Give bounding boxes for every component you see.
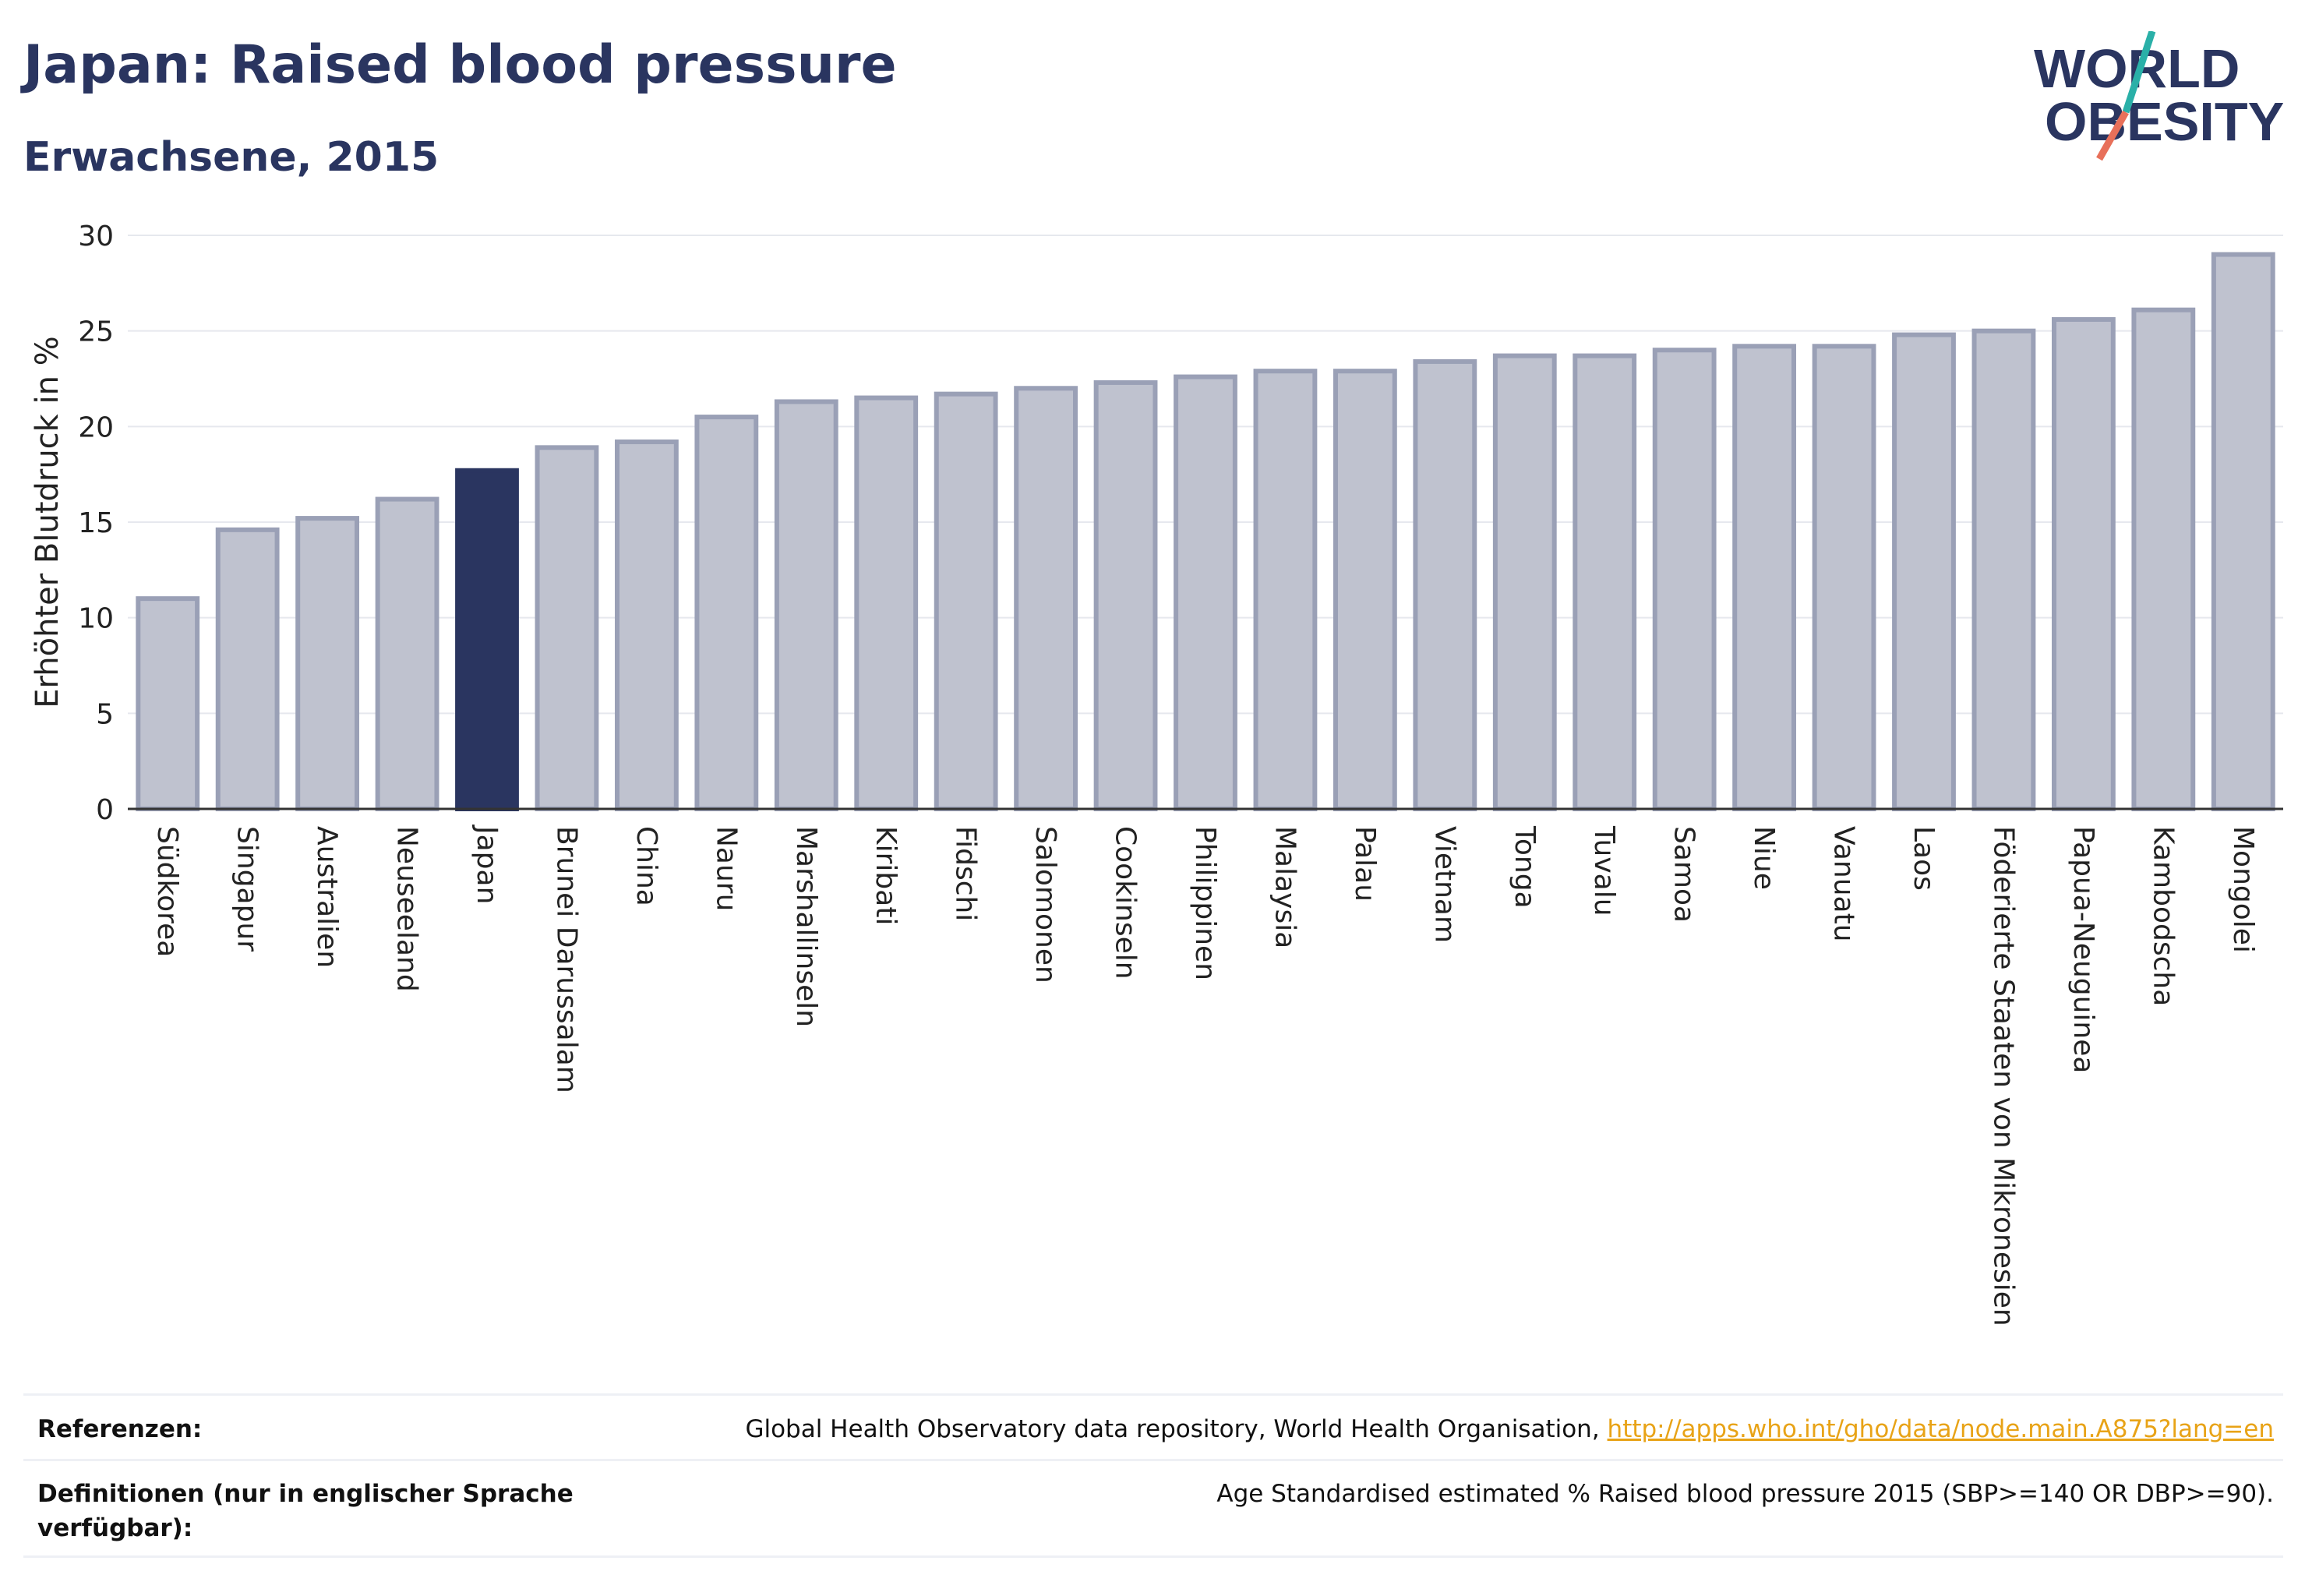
- chart-subtitle: Erwachsene, 2015: [23, 134, 439, 181]
- x-tick-label: Laos: [1908, 826, 1940, 891]
- x-tick-label: Fidschi: [950, 826, 982, 921]
- bar: [1892, 332, 1956, 812]
- bar: [1492, 353, 1557, 811]
- x-tick-label: Palau: [1349, 826, 1381, 902]
- y-tick-label: 25: [78, 316, 114, 348]
- x-tick-label: Philippinen: [1189, 826, 1221, 980]
- bar: [2211, 252, 2275, 811]
- x-tick-label: Salomonen: [1029, 826, 1061, 983]
- x-tick-label: Vanuatu: [1828, 826, 1860, 942]
- definitions-label: Definitionen (nur in englischer Sprache …: [37, 1480, 574, 1542]
- y-axis-label: Erhöhter Blutdruck in %: [30, 336, 65, 708]
- x-tick-label: Samoa: [1668, 826, 1700, 923]
- x-tick-label: Südkorea: [151, 826, 183, 957]
- x-tick-label: Singapur: [231, 826, 263, 952]
- bar: [375, 496, 439, 811]
- y-tick-label: 5: [96, 698, 114, 730]
- x-tick-label: Föderierte Staaten von Mikronesien: [1987, 826, 2019, 1326]
- x-tick-label: Nauru: [710, 826, 742, 911]
- x-tick-label: Niue: [1748, 826, 1780, 890]
- x-tick-label: Tuvalu: [1588, 825, 1620, 916]
- bar: [1812, 344, 1876, 811]
- x-tick-label: Papua-Neuguinea: [2067, 826, 2099, 1073]
- x-tick-label: Neuseeland: [391, 826, 423, 992]
- x-tick-label: Japan: [471, 824, 503, 904]
- bar: [1174, 374, 1237, 811]
- footer-divider-middle: [23, 1459, 2283, 1461]
- bar: [1732, 344, 1797, 811]
- references-source: Global Health Observatory data repositor…: [745, 1415, 1608, 1443]
- bar: [1253, 369, 1318, 812]
- x-tick-label: Marshallinseln: [790, 826, 822, 1027]
- definitions-text: Age Standardised estimated % Raised bloo…: [1216, 1480, 2274, 1508]
- y-tick-label: 0: [96, 794, 114, 826]
- chart-title: Japan: Raised blood pressure: [23, 34, 897, 96]
- x-tick-label: Kiribati: [870, 826, 902, 925]
- x-tick-label: Malaysia: [1269, 826, 1301, 948]
- y-tick-label: 30: [78, 221, 114, 252]
- x-tick-label: Mongolei: [2227, 826, 2259, 953]
- bar: [614, 439, 679, 812]
- bar: [215, 527, 280, 812]
- logo-line2: OBESITY: [2045, 91, 2283, 152]
- bar: [854, 395, 919, 811]
- bar: [1333, 369, 1397, 812]
- logo-slash-bottom: [2096, 110, 2129, 161]
- x-tick-label: Australien: [311, 826, 343, 968]
- x-tick-label: Vietnam: [1428, 826, 1460, 943]
- bar: [774, 399, 838, 811]
- y-tick-label: 20: [78, 411, 114, 443]
- bar: [1093, 380, 1158, 811]
- bar-chart: 0 5 10 15 20 25 30 Erhöhter Blutdruck in % Südko…: [30, 221, 2283, 1326]
- logo-slash-top: [2122, 31, 2156, 114]
- x-tick-label: China: [630, 826, 662, 906]
- footer-divider-top: [23, 1393, 2283, 1396]
- x-tick-label: Brunei Darussalam: [550, 826, 582, 1093]
- footer-divider-bottom: [23, 1555, 2283, 1558]
- references-text: Global Health Observatory data repositor…: [745, 1412, 2274, 1446]
- bar: [455, 468, 519, 811]
- bar: [2131, 307, 2196, 811]
- bar: [1573, 353, 1637, 811]
- bar: [2051, 316, 2116, 811]
- bar: [1014, 386, 1078, 811]
- references-label: Referenzen:: [37, 1415, 203, 1443]
- bar: [1971, 328, 2036, 811]
- bar: [1413, 358, 1477, 812]
- x-tick-label: Kambodscha: [2147, 826, 2179, 1006]
- bar: [694, 415, 759, 811]
- y-tick-label: 15: [78, 507, 114, 539]
- x-tick-label: Tonga: [1509, 825, 1541, 909]
- bar: [136, 596, 200, 812]
- bar: [295, 516, 360, 811]
- world-obesity-logo: WORLD OBESITY: [2034, 31, 2283, 161]
- bar: [934, 391, 998, 812]
- bar: [1652, 348, 1717, 811]
- references-link[interactable]: http://apps.who.int/gho/data/node.main.A…: [1607, 1415, 2274, 1443]
- x-tick-label: Cookinseln: [1110, 826, 1142, 980]
- bar: [535, 445, 599, 811]
- y-tick-label: 10: [78, 603, 114, 635]
